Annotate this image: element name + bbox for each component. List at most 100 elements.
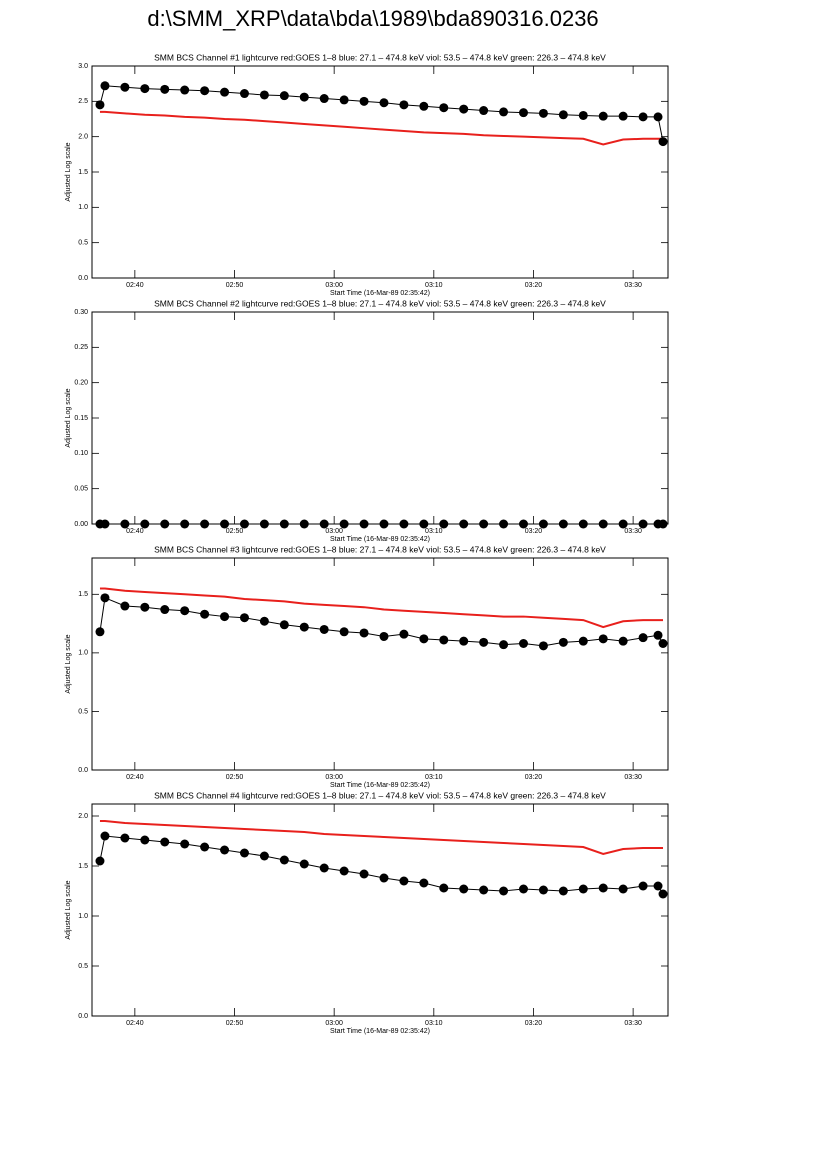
y-tick-label: 1.5 [78,863,88,870]
data-point [499,886,509,896]
x-tick-label: 03:10 [425,528,443,535]
y-tick-label: 0.0 [78,275,88,282]
data-point [658,889,668,899]
data-point [239,848,249,858]
data-point [279,855,289,865]
y-tick-label: 1.0 [78,650,88,657]
x-tick-label: 03:00 [325,774,343,781]
data-point [239,613,249,623]
data-point [598,883,608,893]
data-point [558,637,568,647]
data-point [220,612,230,622]
x-tick-label: 03:10 [425,774,443,781]
data-point [538,641,548,651]
chart-title: SMM BCS Channel #2 lightcurve red:GOES 1… [154,298,606,308]
y-axis-label: Adjusted Log scale [65,634,72,693]
x-tick-label: 03:20 [525,1020,543,1027]
x-tick-label: 03:30 [624,282,642,289]
data-point [120,82,130,92]
y-tick-label: 0.15 [74,415,88,422]
y-tick-label: 0.0 [78,767,88,774]
chart-title: SMM BCS Channel #4 lightcurve red:GOES 1… [154,790,606,800]
x-axis-label: Start Time (16-Mar-89 02:35:42) [330,536,430,543]
x-tick-label: 03:20 [525,528,543,535]
data-point [100,81,110,91]
plot-frame [91,65,669,279]
data-point [618,111,628,121]
data-point [180,606,190,616]
chart-title: SMM BCS Channel #3 lightcurve red:GOES 1… [154,544,606,554]
data-point [479,637,489,647]
data-point [359,869,369,879]
data-point [598,634,608,644]
plot-frame [91,557,669,771]
y-tick-label: 0.5 [78,963,88,970]
y-tick-label: 2.5 [78,98,88,105]
data-point [653,112,663,122]
x-tick-label: 02:40 [126,774,144,781]
data-point [638,112,648,122]
data-point [399,100,409,110]
x-tick-label: 02:40 [126,528,144,535]
data-point [95,100,105,110]
data-point [439,635,449,645]
data-point [259,616,269,626]
data-point [279,91,289,101]
data-point [379,873,389,883]
data-point [598,111,608,121]
x-tick-label: 03:00 [325,528,343,535]
data-point [479,885,489,895]
data-point [439,103,449,113]
y-tick-label: 0.10 [74,450,88,457]
data-point [299,622,309,632]
y-tick-label: 3.0 [78,63,88,70]
data-point [200,842,210,852]
data-point [499,640,509,650]
data-point [419,101,429,111]
data-point [100,593,110,603]
x-tick-label: 03:30 [624,774,642,781]
data-point [578,884,588,894]
y-tick-label: 2.0 [78,813,88,820]
plot-frame [91,311,669,525]
data-point [239,89,249,99]
data-point [558,886,568,896]
data-point [459,884,469,894]
data-point [653,881,663,891]
y-tick-label: 0.0 [78,1013,88,1020]
data-point [419,878,429,888]
x-axis-label: Start Time (16-Mar-89 02:35:42) [330,782,430,789]
data-point [459,104,469,114]
data-point [299,859,309,869]
x-tick-label: 03:20 [525,282,543,289]
data-point [339,627,349,637]
x-tick-label: 02:50 [226,528,244,535]
y-tick-label: 0.05 [74,486,88,493]
x-tick-label: 03:00 [325,282,343,289]
x-tick-label: 03:10 [425,282,443,289]
data-point [160,605,170,615]
data-point [319,624,329,634]
data-point [259,851,269,861]
y-tick-label: 1.0 [78,913,88,920]
data-point [459,636,469,646]
data-point [638,881,648,891]
data-point [618,884,628,894]
data-point [519,884,529,894]
x-tick-label: 03:20 [525,774,543,781]
data-point [140,602,150,612]
plot-frame [91,803,669,1017]
data-point [339,866,349,876]
y-tick-label: 0.20 [74,380,88,387]
data-point [319,94,329,104]
data-point [220,845,230,855]
y-tick-label: 0.5 [78,708,88,715]
chart-title: SMM BCS Channel #1 lightcurve red:GOES 1… [154,52,606,62]
data-point [359,96,369,106]
x-tick-label: 02:50 [226,282,244,289]
data-point [220,87,230,97]
x-tick-label: 02:50 [226,774,244,781]
data-point [479,106,489,116]
data-point [379,98,389,108]
data-point [419,634,429,644]
